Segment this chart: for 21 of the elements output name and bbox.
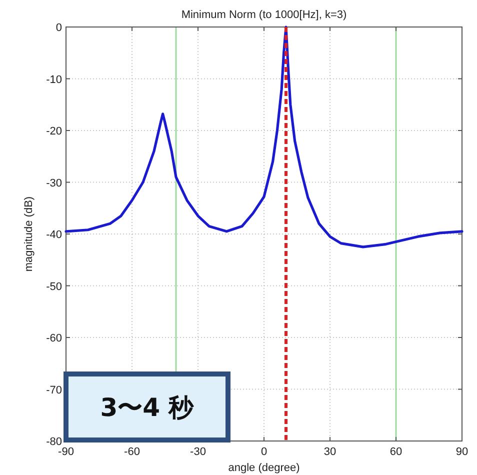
- x-tick-label: -90: [58, 446, 74, 458]
- x-tick-label: -60: [124, 446, 140, 458]
- y-tick-label: 0: [56, 22, 62, 34]
- x-tick-label: 30: [324, 446, 336, 458]
- annotation: 3〜4 秒: [100, 393, 195, 422]
- y-tick-label: -80: [46, 436, 62, 448]
- y-tick-label: -10: [46, 74, 62, 86]
- y-axis-title: magnitude (dB): [23, 196, 35, 272]
- x-axis-title: angle (degree): [228, 462, 300, 474]
- y-tick-label: -40: [46, 229, 62, 241]
- y-tick-label: -70: [46, 384, 62, 396]
- y-tick-label: -60: [46, 332, 62, 344]
- x-tick-label: 0: [260, 446, 268, 458]
- y-tick-label: -50: [46, 280, 62, 293]
- y-tick-label: -30: [46, 177, 62, 190]
- x-tick-label: 60: [390, 446, 402, 458]
- chart-title: Minimum Norm (to 1000[Hz], k=3): [181, 9, 347, 21]
- x-tick-label: 90: [456, 446, 468, 458]
- y-tick-label: -20: [46, 126, 62, 138]
- x-tick-label: -30: [190, 446, 206, 458]
- line-series: [64, 26, 464, 248]
